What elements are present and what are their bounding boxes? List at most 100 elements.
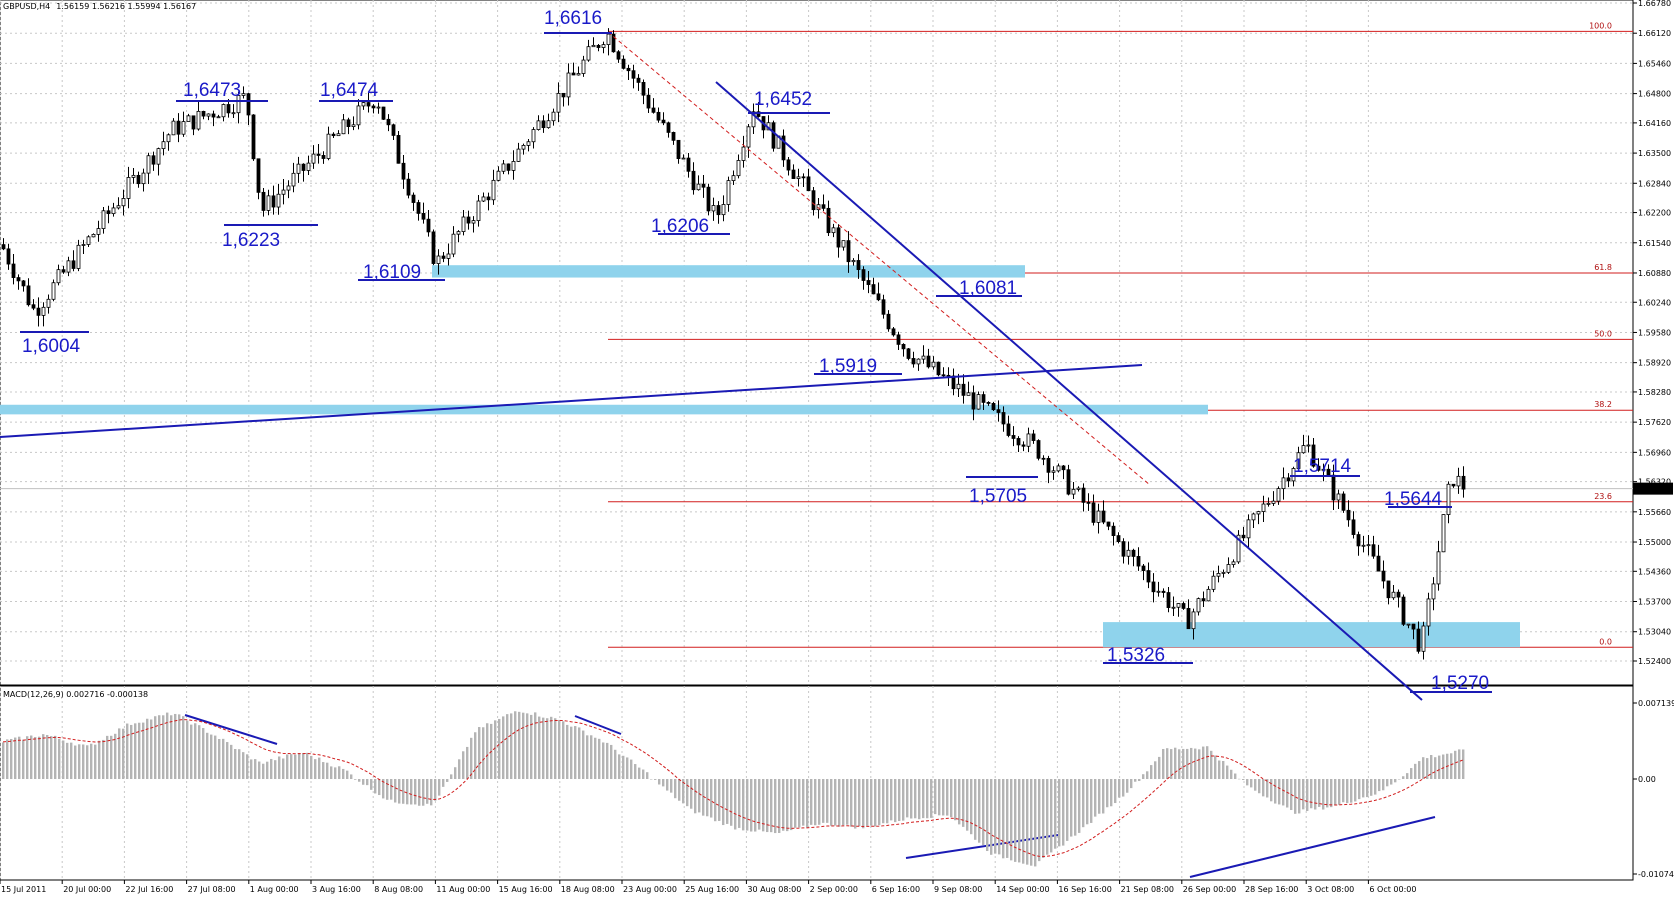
macd-bar (518, 711, 521, 779)
macd-bar (482, 727, 485, 779)
zone-box (0, 404, 1208, 415)
candle-body (296, 163, 301, 174)
candle-body (151, 155, 156, 165)
macd-bar (526, 713, 529, 779)
macd-bar (14, 737, 17, 779)
macd-divergence-line (905, 834, 1059, 859)
macd-bar (726, 779, 729, 824)
candle-body (691, 170, 696, 191)
macd-bar (1170, 749, 1173, 779)
macd-bar (454, 767, 457, 779)
candle-body (221, 104, 226, 118)
macd-bar (950, 779, 953, 818)
candle-body (491, 179, 496, 201)
macd-bar (1134, 779, 1137, 782)
macd-divergence-line (1189, 816, 1436, 878)
price-tick-label: 1.60880 (1638, 269, 1671, 278)
time-tick-label: 6 Oct 00:00 (1369, 885, 1416, 894)
current-price-label: 1.56167 (1636, 485, 1669, 494)
macd-bar (286, 754, 289, 779)
candle-body (746, 126, 751, 148)
macd-bar (254, 759, 257, 779)
candle-body (321, 155, 326, 159)
macd-bar (462, 751, 465, 779)
macd-bar (974, 779, 977, 840)
macd-bar (738, 779, 741, 828)
macd-bar (562, 721, 565, 779)
candle-body (636, 77, 641, 83)
macd-bar (1010, 779, 1013, 861)
macd-bar (1166, 748, 1169, 779)
macd-bar (582, 730, 585, 779)
macd-bar (790, 779, 793, 831)
candle-body (996, 409, 1001, 413)
macd-bar (1370, 779, 1373, 796)
macd-bar (478, 727, 481, 779)
candle-body (21, 280, 26, 287)
price-tick-label: 1.58920 (1638, 359, 1671, 368)
time-tick-label: 16 Sep 16:00 (1058, 885, 1111, 894)
candle-body (481, 196, 486, 202)
macd-bar (934, 779, 937, 815)
macd-bar (378, 779, 381, 796)
candle-body (116, 205, 121, 209)
fib-level-label: 61.8 (1594, 263, 1612, 272)
macd-bar (1330, 779, 1333, 808)
candle-body (86, 236, 91, 245)
macd-bar (1082, 779, 1085, 828)
price-tick-label: 1.64800 (1638, 90, 1671, 99)
time-tick-label: 15 Jul 2011 (1, 885, 46, 894)
candle-body (441, 255, 446, 259)
macd-bar (106, 735, 109, 779)
candle-body (311, 153, 316, 164)
macd-bar (114, 733, 117, 779)
candle-body (256, 158, 261, 193)
macd-bar (850, 779, 853, 827)
macd-bar (1238, 778, 1241, 780)
macd-bar (990, 779, 993, 855)
candle-body (371, 105, 376, 109)
candle-body (1346, 509, 1351, 521)
macd-bar (1118, 779, 1121, 798)
candle-body (286, 185, 291, 191)
candle-body (1081, 487, 1086, 503)
macd-bar (758, 779, 761, 830)
candle-body (236, 95, 241, 114)
macd-bar (250, 759, 253, 779)
macd-bar (66, 742, 69, 779)
candle-body (106, 210, 111, 215)
time-tick-label: 27 Jul 08:00 (188, 885, 236, 894)
candle-body (556, 92, 561, 113)
macd-bar (938, 779, 941, 816)
candle-body (656, 111, 661, 121)
annotation-label: 1,6206 (651, 216, 709, 237)
macd-bar (498, 718, 501, 779)
candle-body (921, 355, 926, 360)
chart-header: GBPUSD,H4 1.56159 1.56216 1.55994 1.56167 (3, 2, 196, 11)
candle-body (586, 46, 591, 61)
macd-bar (10, 738, 13, 779)
candle-body (271, 195, 276, 208)
candle-body (461, 216, 466, 232)
fib-trend-dashed (607, 31, 1151, 486)
candle-body (1001, 412, 1006, 425)
macd-bar (1350, 779, 1353, 803)
macd-bar (662, 779, 665, 787)
macd-bar (1226, 765, 1229, 779)
macd-bar (838, 779, 841, 827)
time-tick-label: 6 Sep 16:00 (872, 885, 920, 894)
candle-body (1381, 570, 1386, 582)
candle-body (1396, 591, 1401, 598)
candle-body (1451, 483, 1456, 487)
candle-body (831, 227, 836, 234)
candle-body (346, 119, 351, 127)
macd-bar (1042, 779, 1045, 858)
price-tick-label: 1.55000 (1638, 538, 1671, 547)
candle-body (1101, 510, 1106, 523)
macd-bar (1458, 749, 1461, 779)
candle-body (306, 162, 311, 171)
candle-body (501, 163, 506, 172)
candle-body (856, 260, 861, 270)
candle-body (1121, 541, 1126, 557)
